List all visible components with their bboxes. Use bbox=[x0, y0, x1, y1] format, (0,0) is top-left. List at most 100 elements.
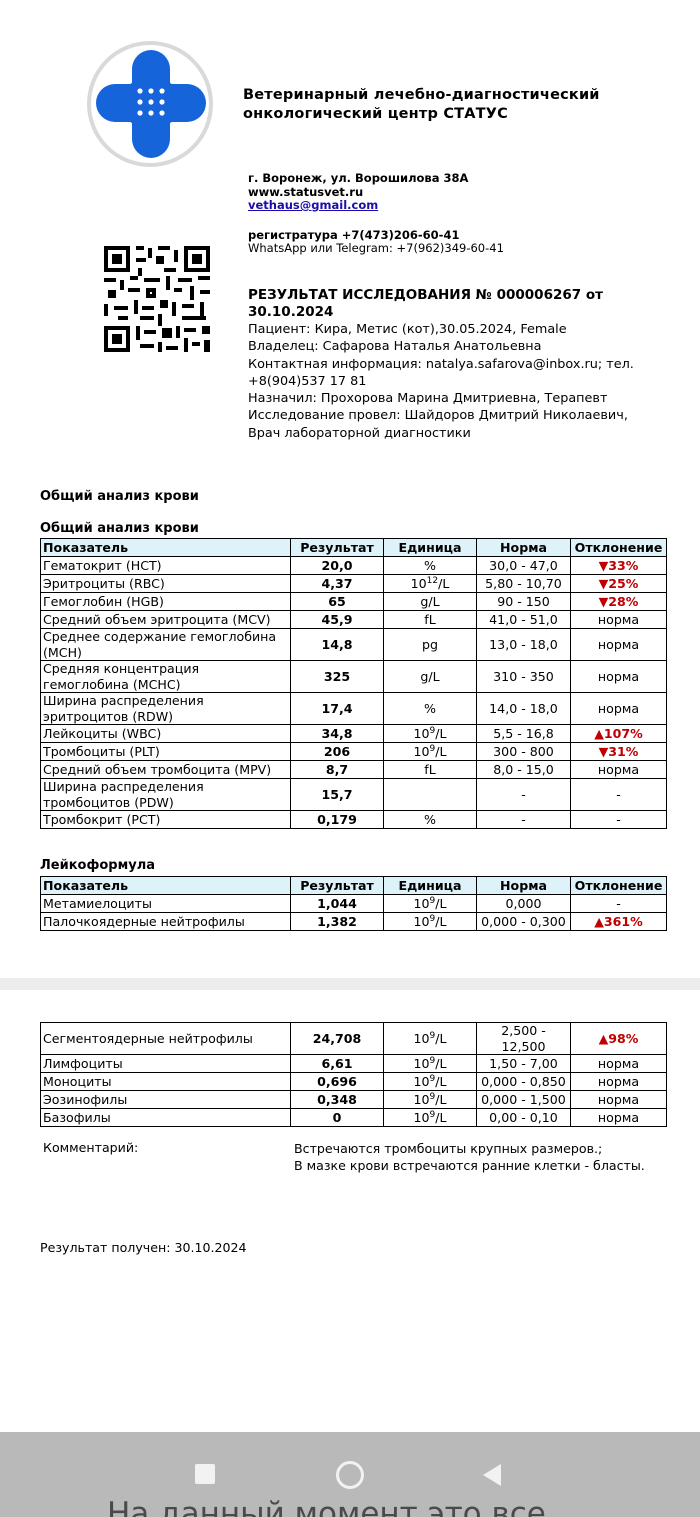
unit: 1012/L bbox=[383, 574, 477, 593]
reference-range: 5,80 - 10,70 bbox=[476, 574, 571, 593]
unit: % bbox=[383, 810, 477, 829]
back-button[interactable] bbox=[483, 1464, 501, 1486]
unit: pg bbox=[383, 628, 477, 661]
result-value: 0,696 bbox=[290, 1072, 384, 1091]
parameter-name: Средняя концентрация гемоглобина (MCHC) bbox=[40, 660, 291, 693]
unit-base: 10 bbox=[410, 575, 427, 591]
messenger-phone: WhatsApp или Telegram: +7(962)349-60-41 bbox=[248, 241, 504, 255]
unit-rest: /L bbox=[435, 1109, 447, 1125]
reference-range: 0,000 - 0,850 bbox=[476, 1072, 571, 1091]
parameter-name: Тромбокрит (PCT) bbox=[40, 810, 291, 829]
unit: 109/L bbox=[383, 1054, 477, 1073]
results-table: Показатель Результат Единица Норма Отклонени… bbox=[40, 876, 667, 931]
result-row: Метамиелоциты 1,044 109/L 0,000- bbox=[40, 894, 667, 913]
unit-rest: /L bbox=[435, 1091, 447, 1107]
report-line: Владелец: Сафарова Наталья Анатольевна bbox=[248, 339, 542, 355]
result-value: 65 bbox=[290, 592, 384, 611]
parameter-name: Гематокрит (HCT) bbox=[40, 556, 291, 575]
unit-text: pg bbox=[422, 636, 438, 652]
result-row: Ширина распределения эритроцитов (RDW) 17… bbox=[40, 692, 667, 725]
parameter-name: Палочкоядерные нейтрофилы bbox=[40, 912, 291, 931]
unit-text: % bbox=[424, 700, 436, 716]
reference-range: 300 - 800 bbox=[476, 742, 571, 761]
column-header: Норма bbox=[476, 538, 571, 557]
unit: % bbox=[383, 692, 477, 725]
result-value: 206 bbox=[290, 742, 384, 761]
report-line: +8(904)537 17 81 bbox=[248, 373, 367, 389]
report-line: Пациент: Кира, Метис (кот),30.05.2024, F… bbox=[248, 322, 567, 337]
column-header: Результат bbox=[290, 876, 384, 895]
parameter-name: Метамиелоциты bbox=[40, 894, 291, 913]
column-header: Норма bbox=[476, 876, 571, 895]
unit bbox=[383, 778, 477, 811]
result-value: 325 bbox=[290, 660, 384, 693]
unit-rest: /L bbox=[435, 725, 447, 741]
column-header: Отклонение bbox=[570, 876, 667, 895]
report-line: Назначил: Прохорова Марина Дмитриевна, Т… bbox=[248, 391, 608, 407]
unit: 109/L bbox=[383, 742, 477, 761]
unit-exponent: 9 bbox=[429, 725, 436, 736]
clinic-name: онкологический центр СТАТУС bbox=[243, 106, 508, 122]
unit: 109/L bbox=[383, 1022, 477, 1055]
reference-range: 41,0 - 51,0 bbox=[476, 610, 571, 629]
reference-range: 90 - 150 bbox=[476, 592, 571, 611]
parameter-name: Лимфоциты bbox=[40, 1054, 291, 1073]
unit-exponent: 9 bbox=[429, 895, 436, 906]
results-table: Показатель Результат Единица Норма Отклонени… bbox=[40, 538, 667, 829]
unit-exponent: 9 bbox=[429, 1073, 436, 1084]
deviation: норма bbox=[570, 610, 667, 629]
comment-line: Встречаются тромбоциты крупных размеров.… bbox=[294, 1141, 603, 1156]
unit-text: g/L bbox=[420, 668, 440, 684]
result-value: 14,8 bbox=[290, 628, 384, 661]
result-row: Лимфоциты 6,61 109/L 1,50 - 7,00 норма bbox=[40, 1054, 667, 1073]
result-row: Базофилы 0 109/L 0,00 - 0,10 норма bbox=[40, 1108, 667, 1127]
unit-base: 10 bbox=[413, 913, 430, 929]
result-value: 17,4 bbox=[290, 692, 384, 725]
unit-base: 10 bbox=[413, 1073, 430, 1089]
result-value: 1,382 bbox=[290, 912, 384, 931]
unit-exponent: 9 bbox=[429, 1091, 436, 1102]
result-row: Тромбоциты (PLT) 206 109/L 300 - 800 ▼31% bbox=[40, 742, 667, 761]
screenshot-seam bbox=[0, 978, 700, 990]
result-value: 8,7 bbox=[290, 760, 384, 779]
reference-range: 8,0 - 15,0 bbox=[476, 760, 571, 779]
email-link[interactable]: vethaus@gmail.com bbox=[248, 198, 379, 212]
unit: fL bbox=[383, 610, 477, 629]
unit-rest: /L bbox=[435, 913, 447, 929]
result-row: Лейкоциты (WBC) 34,8 109/L 5,5 - 16,8 ▲107% bbox=[40, 724, 667, 743]
unit-base: 10 bbox=[413, 1055, 430, 1071]
unit-text: fL bbox=[424, 761, 436, 777]
results-table: Сегментоядерные нейтрофилы 24,708 109/L 2,5… bbox=[40, 1022, 667, 1127]
column-header: Единица bbox=[383, 876, 477, 895]
result-row: Сегментоядерные нейтрофилы 24,708 109/L 2,5… bbox=[40, 1022, 667, 1055]
result-row: Моноциты 0,696 109/L 0,000 - 0,850 норма bbox=[40, 1072, 667, 1091]
unit-base: 10 bbox=[413, 1030, 430, 1046]
deviation: норма bbox=[570, 1054, 667, 1073]
report-title: РЕЗУЛЬТАТ ИССЛЕДОВАНИЯ № 000006267 от bbox=[248, 287, 603, 303]
recent-apps-button[interactable] bbox=[195, 1464, 215, 1484]
report-line: Контактная информация: natalya.safarova@… bbox=[248, 356, 634, 372]
unit-text: % bbox=[424, 557, 436, 573]
header-row: Показатель Результат Единица Норма Отклонени… bbox=[40, 876, 667, 895]
result-row: Эозинофилы 0,348 109/L 0,000 - 1,500 норма bbox=[40, 1090, 667, 1109]
home-button[interactable] bbox=[336, 1461, 364, 1489]
parameter-name: Эритроциты (RBC) bbox=[40, 574, 291, 593]
result-received: Результат получен: 30.10.2024 bbox=[40, 1240, 247, 1255]
deviation: ▲107% bbox=[570, 724, 667, 743]
nav-icons bbox=[195, 1461, 501, 1489]
result-row: Гемоглобин (HGB) 65 g/L 90 - 150 ▼28% bbox=[40, 592, 667, 611]
result-value: 6,61 bbox=[290, 1054, 384, 1073]
deviation: норма bbox=[570, 1090, 667, 1109]
deviation: норма bbox=[570, 628, 667, 661]
unit-rest: /L bbox=[438, 575, 450, 591]
registry-phone: регистратура +7(473)206-60-41 bbox=[248, 228, 460, 242]
nav-bar: На данный момент это все bbox=[0, 1432, 700, 1517]
unit: 109/L bbox=[383, 912, 477, 931]
result-row: Средний объем тромбоцита (MPV) 8,7 fL 8,0 -… bbox=[40, 760, 667, 779]
unit: % bbox=[383, 556, 477, 575]
address: г. Воронеж, ул. Ворошилова 38А bbox=[248, 171, 469, 185]
result-row: Гематокрит (HCT) 20,0% 30,0 - 47,0 ▼33% bbox=[40, 556, 667, 575]
reference-range: 5,5 - 16,8 bbox=[476, 724, 571, 743]
result-value: 15,7 bbox=[290, 778, 384, 811]
